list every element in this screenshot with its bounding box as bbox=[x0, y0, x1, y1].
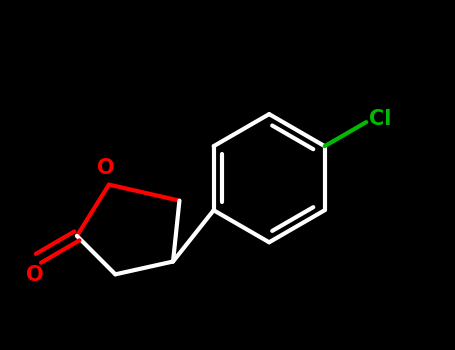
Text: O: O bbox=[26, 265, 44, 285]
Text: Cl: Cl bbox=[369, 109, 392, 129]
Text: O: O bbox=[97, 158, 115, 178]
